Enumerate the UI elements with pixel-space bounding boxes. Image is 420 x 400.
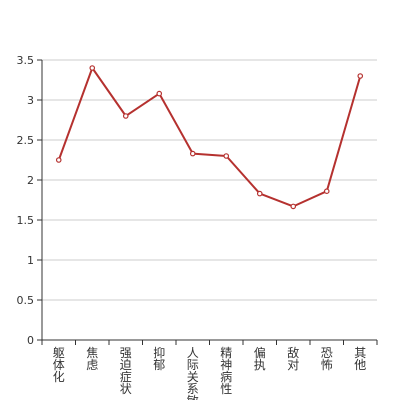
x-tick-label: 敌对 [287, 345, 299, 372]
y-axis: 0 0.5 1 1.5 2 2.5 3 3.5 [17, 54, 43, 347]
y-tick-label: 3.5 [17, 54, 35, 67]
y-tick-label: 0 [27, 334, 34, 347]
x-tick-label: 其他 [354, 346, 366, 372]
grid-lines [42, 59, 377, 301]
x-tick-label: 强迫症状 [120, 346, 132, 396]
x-tick-label: 恐怖 [321, 346, 333, 372]
x-tick-label: 抑郁 [153, 345, 165, 372]
series-line [57, 67, 362, 208]
data-point [89, 65, 96, 71]
x-tick-label: 焦虑 [86, 346, 98, 372]
x-tick-label: 躯体化 [53, 345, 65, 384]
y-tick-label: 2 [27, 174, 34, 187]
y-tick-label: 0.5 [17, 294, 35, 307]
y-tick-label: 2.5 [17, 134, 35, 147]
data-point [189, 150, 196, 157]
x-tick-label: 精神病性 [220, 346, 232, 396]
data-point [290, 203, 297, 210]
y-tick-label: 1.5 [17, 214, 35, 227]
x-tick-label: 偏执 [254, 345, 266, 372]
x-tick-label: 人际关系敏感 [187, 346, 199, 400]
data-point [357, 73, 364, 79]
data-point [223, 153, 230, 159]
y-tick-label: 3 [27, 94, 34, 107]
data-point [122, 113, 129, 119]
y-tick-label: 1 [27, 254, 34, 267]
data-point [323, 188, 330, 195]
data-point [156, 90, 163, 97]
data-point [256, 190, 263, 197]
series-layer [55, 65, 364, 210]
data-point [55, 157, 62, 163]
